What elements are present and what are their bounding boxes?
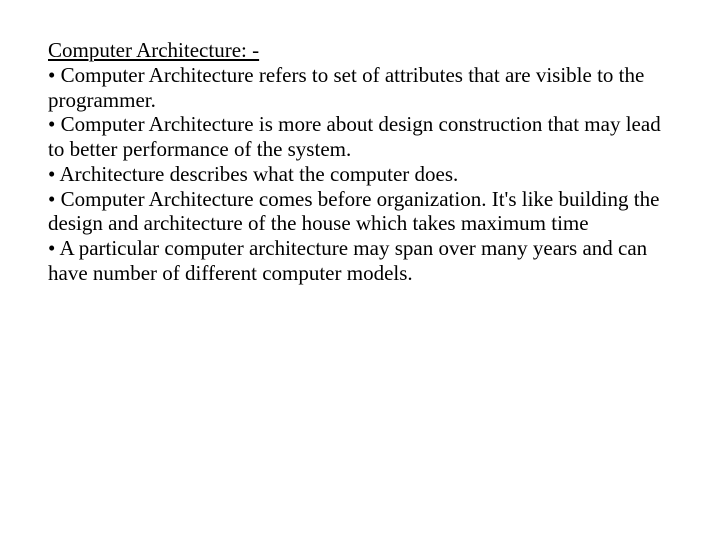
bullet-item: • Computer Architecture refers to set of… — [48, 63, 672, 113]
document-body: Computer Architecture: - • Computer Arch… — [48, 38, 672, 286]
document-heading: Computer Architecture: - — [48, 38, 259, 62]
bullet-item: • A particular computer architecture may… — [48, 236, 672, 286]
bullet-item: • Computer Architecture is more about de… — [48, 112, 672, 162]
bullet-item: • Architecture describes what the comput… — [48, 162, 672, 187]
bullet-item: • Computer Architecture comes before org… — [48, 187, 672, 237]
